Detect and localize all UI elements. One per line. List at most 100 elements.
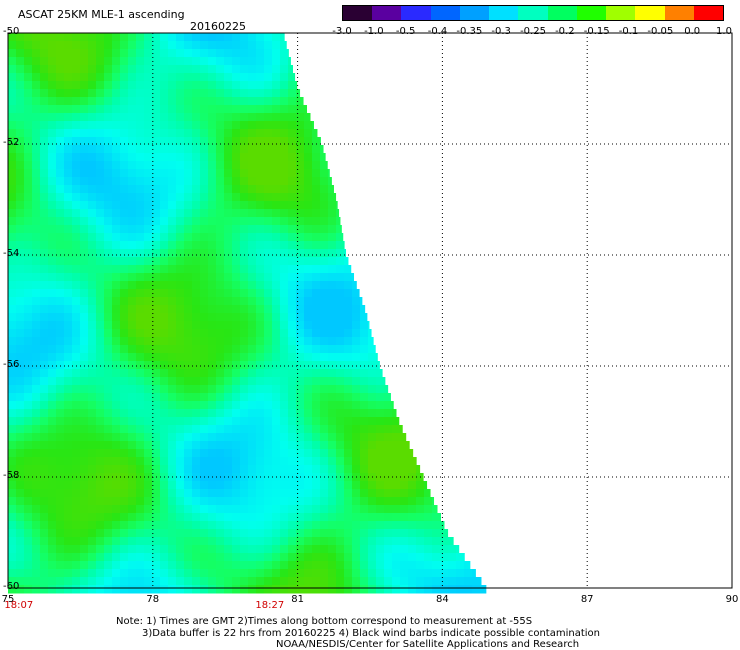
field-cell bbox=[264, 465, 273, 474]
field-cell bbox=[24, 217, 33, 226]
field-cell bbox=[256, 233, 265, 242]
field-cell bbox=[16, 465, 25, 474]
field-cell bbox=[256, 217, 265, 226]
field-cell bbox=[256, 73, 265, 82]
field-cell bbox=[40, 113, 49, 122]
field-cell bbox=[224, 433, 233, 442]
field-cell bbox=[296, 113, 305, 122]
field-cell bbox=[280, 433, 289, 442]
field-cell bbox=[328, 225, 337, 234]
field-cell bbox=[400, 433, 407, 442]
field-cell bbox=[80, 409, 89, 418]
field-cell bbox=[216, 489, 225, 498]
field-cell bbox=[272, 489, 281, 498]
field-cell bbox=[368, 353, 377, 362]
field-cell bbox=[312, 209, 321, 218]
field-cell bbox=[240, 185, 249, 194]
field-cell bbox=[80, 225, 89, 234]
field-cell bbox=[288, 361, 297, 370]
field-cell bbox=[128, 97, 137, 106]
field-cell bbox=[200, 361, 209, 370]
field-cell bbox=[400, 585, 409, 594]
field-cell bbox=[312, 569, 321, 578]
field-cell bbox=[152, 129, 161, 138]
field-cell bbox=[88, 569, 97, 578]
field-cell bbox=[240, 169, 249, 178]
field-cell bbox=[40, 513, 49, 522]
field-cell bbox=[240, 537, 249, 546]
field-cell bbox=[232, 465, 241, 474]
field-cell bbox=[304, 585, 313, 594]
field-cell bbox=[240, 497, 249, 506]
field-cell bbox=[40, 337, 49, 346]
field-cell bbox=[232, 401, 241, 410]
field-cell bbox=[120, 49, 129, 58]
field-cell bbox=[88, 369, 97, 378]
field-cell bbox=[240, 545, 249, 554]
field-cell bbox=[64, 305, 73, 314]
field-cell bbox=[288, 569, 297, 578]
field-cell bbox=[384, 441, 393, 450]
color-scale-labels: -3.0 -1.0 -0.5 -0.4 -0.35 -0.3 -0.25 -0.2 -0.15-… bbox=[330, 26, 732, 38]
field-cell bbox=[376, 577, 385, 586]
field-cell bbox=[216, 433, 225, 442]
field-cell bbox=[256, 377, 265, 386]
field-cell bbox=[232, 513, 241, 522]
field-cell bbox=[56, 321, 65, 330]
field-cell bbox=[216, 113, 225, 122]
field-cell bbox=[296, 153, 305, 162]
color-scale-bar bbox=[342, 5, 724, 21]
field-cell bbox=[344, 529, 353, 538]
field-cell bbox=[8, 329, 17, 338]
field-cell bbox=[48, 369, 57, 378]
field-cell bbox=[232, 313, 241, 322]
field-cell bbox=[16, 569, 25, 578]
field-cell bbox=[208, 169, 217, 178]
field-cell bbox=[368, 377, 377, 386]
field-cell bbox=[128, 497, 137, 506]
field-cell bbox=[16, 449, 25, 458]
field-cell bbox=[240, 465, 249, 474]
field-cell bbox=[8, 345, 17, 354]
field-cell bbox=[200, 465, 209, 474]
field-cell bbox=[48, 257, 57, 266]
field-cell bbox=[48, 97, 57, 106]
field-cell bbox=[416, 457, 417, 466]
field-cell bbox=[360, 297, 363, 306]
field-cell bbox=[176, 89, 185, 98]
field-cell bbox=[416, 465, 421, 474]
field-cell bbox=[272, 105, 281, 114]
field-cell bbox=[352, 313, 361, 322]
field-cell bbox=[280, 33, 285, 42]
field-cell bbox=[144, 81, 153, 90]
field-cell bbox=[72, 489, 81, 498]
field-cell bbox=[224, 489, 233, 498]
field-cell bbox=[80, 233, 89, 242]
field-cell bbox=[336, 273, 345, 282]
field-cell bbox=[184, 481, 193, 490]
field-cell bbox=[24, 81, 33, 90]
field-cell bbox=[184, 249, 193, 258]
field-cell bbox=[176, 513, 185, 522]
field-cell bbox=[200, 449, 209, 458]
field-cell bbox=[128, 425, 137, 434]
field-cell bbox=[64, 393, 73, 402]
field-cell bbox=[360, 521, 369, 530]
field-cell bbox=[96, 361, 105, 370]
field-cell bbox=[440, 553, 449, 562]
field-cell bbox=[32, 369, 41, 378]
field-cell bbox=[40, 161, 49, 170]
field-cell bbox=[232, 409, 241, 418]
field-cell bbox=[240, 553, 249, 562]
field-cell bbox=[392, 497, 401, 506]
field-cell bbox=[232, 417, 241, 426]
field-cell bbox=[128, 513, 137, 522]
field-cell bbox=[256, 249, 265, 258]
field-cell bbox=[184, 385, 193, 394]
field-cell bbox=[280, 297, 289, 306]
field-cell bbox=[40, 169, 49, 178]
field-cell bbox=[80, 417, 89, 426]
field-cell bbox=[104, 361, 113, 370]
field-cell bbox=[432, 513, 441, 522]
field-cell bbox=[224, 457, 233, 466]
